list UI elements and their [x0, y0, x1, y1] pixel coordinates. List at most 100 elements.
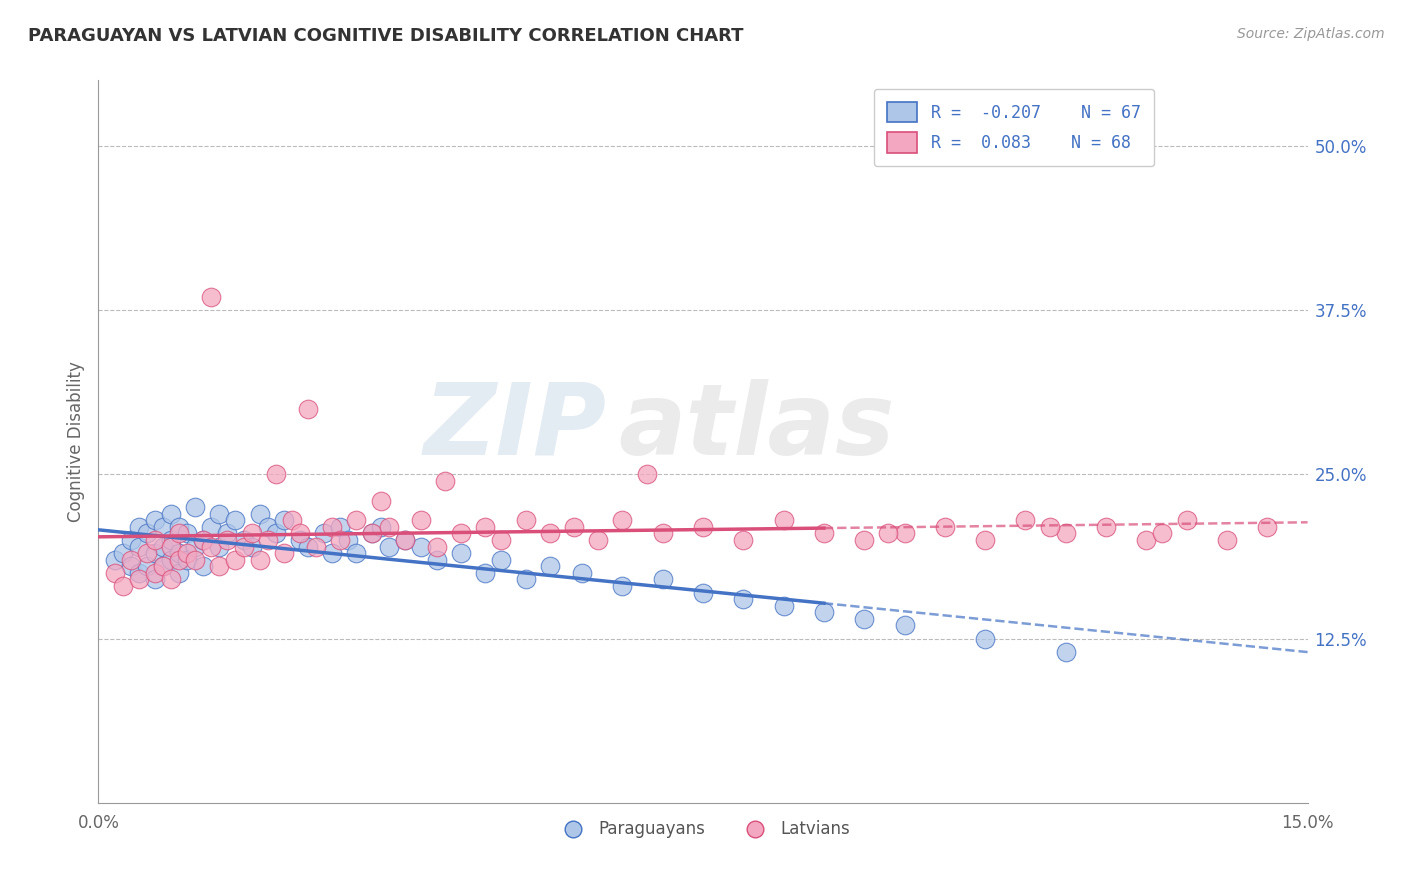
Point	[305, 540, 328, 554]
Point	[128, 540, 150, 554]
Point	[135, 559, 157, 574]
Legend: Paraguayans, Latvians: Paraguayans, Latvians	[550, 814, 856, 845]
Point	[692, 520, 714, 534]
Point	[143, 566, 166, 580]
Point	[893, 618, 915, 632]
Point	[103, 566, 125, 580]
Y-axis label: Cognitive Disability: Cognitive Disability	[66, 361, 84, 522]
Point	[1216, 533, 1239, 547]
Point	[1152, 526, 1174, 541]
Point	[135, 526, 157, 541]
Point	[562, 520, 585, 534]
Point	[273, 513, 295, 527]
Point	[297, 401, 319, 416]
Point	[200, 290, 222, 304]
Point	[377, 520, 399, 534]
Point	[208, 540, 231, 554]
Point	[167, 526, 190, 541]
Point	[200, 520, 222, 534]
Point	[337, 533, 360, 547]
Point	[111, 579, 134, 593]
Point	[160, 507, 183, 521]
Point	[240, 540, 263, 554]
Point	[160, 533, 183, 547]
Point	[193, 533, 215, 547]
Point	[612, 513, 634, 527]
Point	[208, 507, 231, 521]
Point	[176, 553, 198, 567]
Point	[176, 526, 198, 541]
Point	[321, 546, 343, 560]
Point	[772, 513, 794, 527]
Point	[370, 520, 392, 534]
Point	[974, 533, 997, 547]
Point	[394, 533, 416, 547]
Text: PARAGUAYAN VS LATVIAN COGNITIVE DISABILITY CORRELATION CHART: PARAGUAYAN VS LATVIAN COGNITIVE DISABILI…	[28, 27, 744, 45]
Point	[733, 592, 755, 607]
Point	[128, 520, 150, 534]
Point	[474, 520, 496, 534]
Point	[249, 553, 271, 567]
Point	[1135, 533, 1157, 547]
Point	[571, 566, 593, 580]
Point	[256, 520, 278, 534]
Point	[538, 559, 561, 574]
Point	[217, 533, 239, 547]
Point	[256, 533, 278, 547]
Point	[167, 520, 190, 534]
Point	[240, 526, 263, 541]
Point	[370, 493, 392, 508]
Point	[217, 526, 239, 541]
Point	[160, 573, 183, 587]
Point	[409, 540, 432, 554]
Point	[111, 546, 134, 560]
Point	[143, 513, 166, 527]
Point	[128, 566, 150, 580]
Point	[772, 599, 794, 613]
Point	[193, 559, 215, 574]
Point	[160, 540, 183, 554]
Point	[193, 533, 215, 547]
Point	[344, 513, 367, 527]
Point	[1054, 526, 1077, 541]
Text: Source: ZipAtlas.com: Source: ZipAtlas.com	[1237, 27, 1385, 41]
Point	[128, 573, 150, 587]
Point	[143, 533, 166, 547]
Point	[176, 546, 198, 560]
Point	[361, 526, 384, 541]
Point	[515, 573, 537, 587]
Point	[321, 520, 343, 534]
Point	[120, 559, 142, 574]
Point	[208, 559, 231, 574]
Point	[264, 526, 287, 541]
Point	[1054, 645, 1077, 659]
Text: ZIP: ZIP	[423, 378, 606, 475]
Point	[361, 526, 384, 541]
Point	[160, 553, 183, 567]
Point	[329, 533, 352, 547]
Point	[152, 540, 174, 554]
Point	[893, 526, 915, 541]
Point	[273, 546, 295, 560]
Point	[813, 526, 835, 541]
Point	[394, 533, 416, 547]
Point	[853, 612, 876, 626]
Point	[167, 553, 190, 567]
Point	[651, 526, 673, 541]
Point	[853, 533, 876, 547]
Point	[1095, 520, 1118, 534]
Point	[120, 533, 142, 547]
Point	[288, 533, 311, 547]
Point	[120, 553, 142, 567]
Point	[491, 533, 513, 547]
Point	[143, 573, 166, 587]
Point	[249, 507, 271, 521]
Point	[184, 540, 207, 554]
Point	[1175, 513, 1198, 527]
Point	[377, 540, 399, 554]
Point	[344, 546, 367, 560]
Point	[152, 559, 174, 574]
Point	[184, 500, 207, 515]
Point	[184, 553, 207, 567]
Point	[167, 566, 190, 580]
